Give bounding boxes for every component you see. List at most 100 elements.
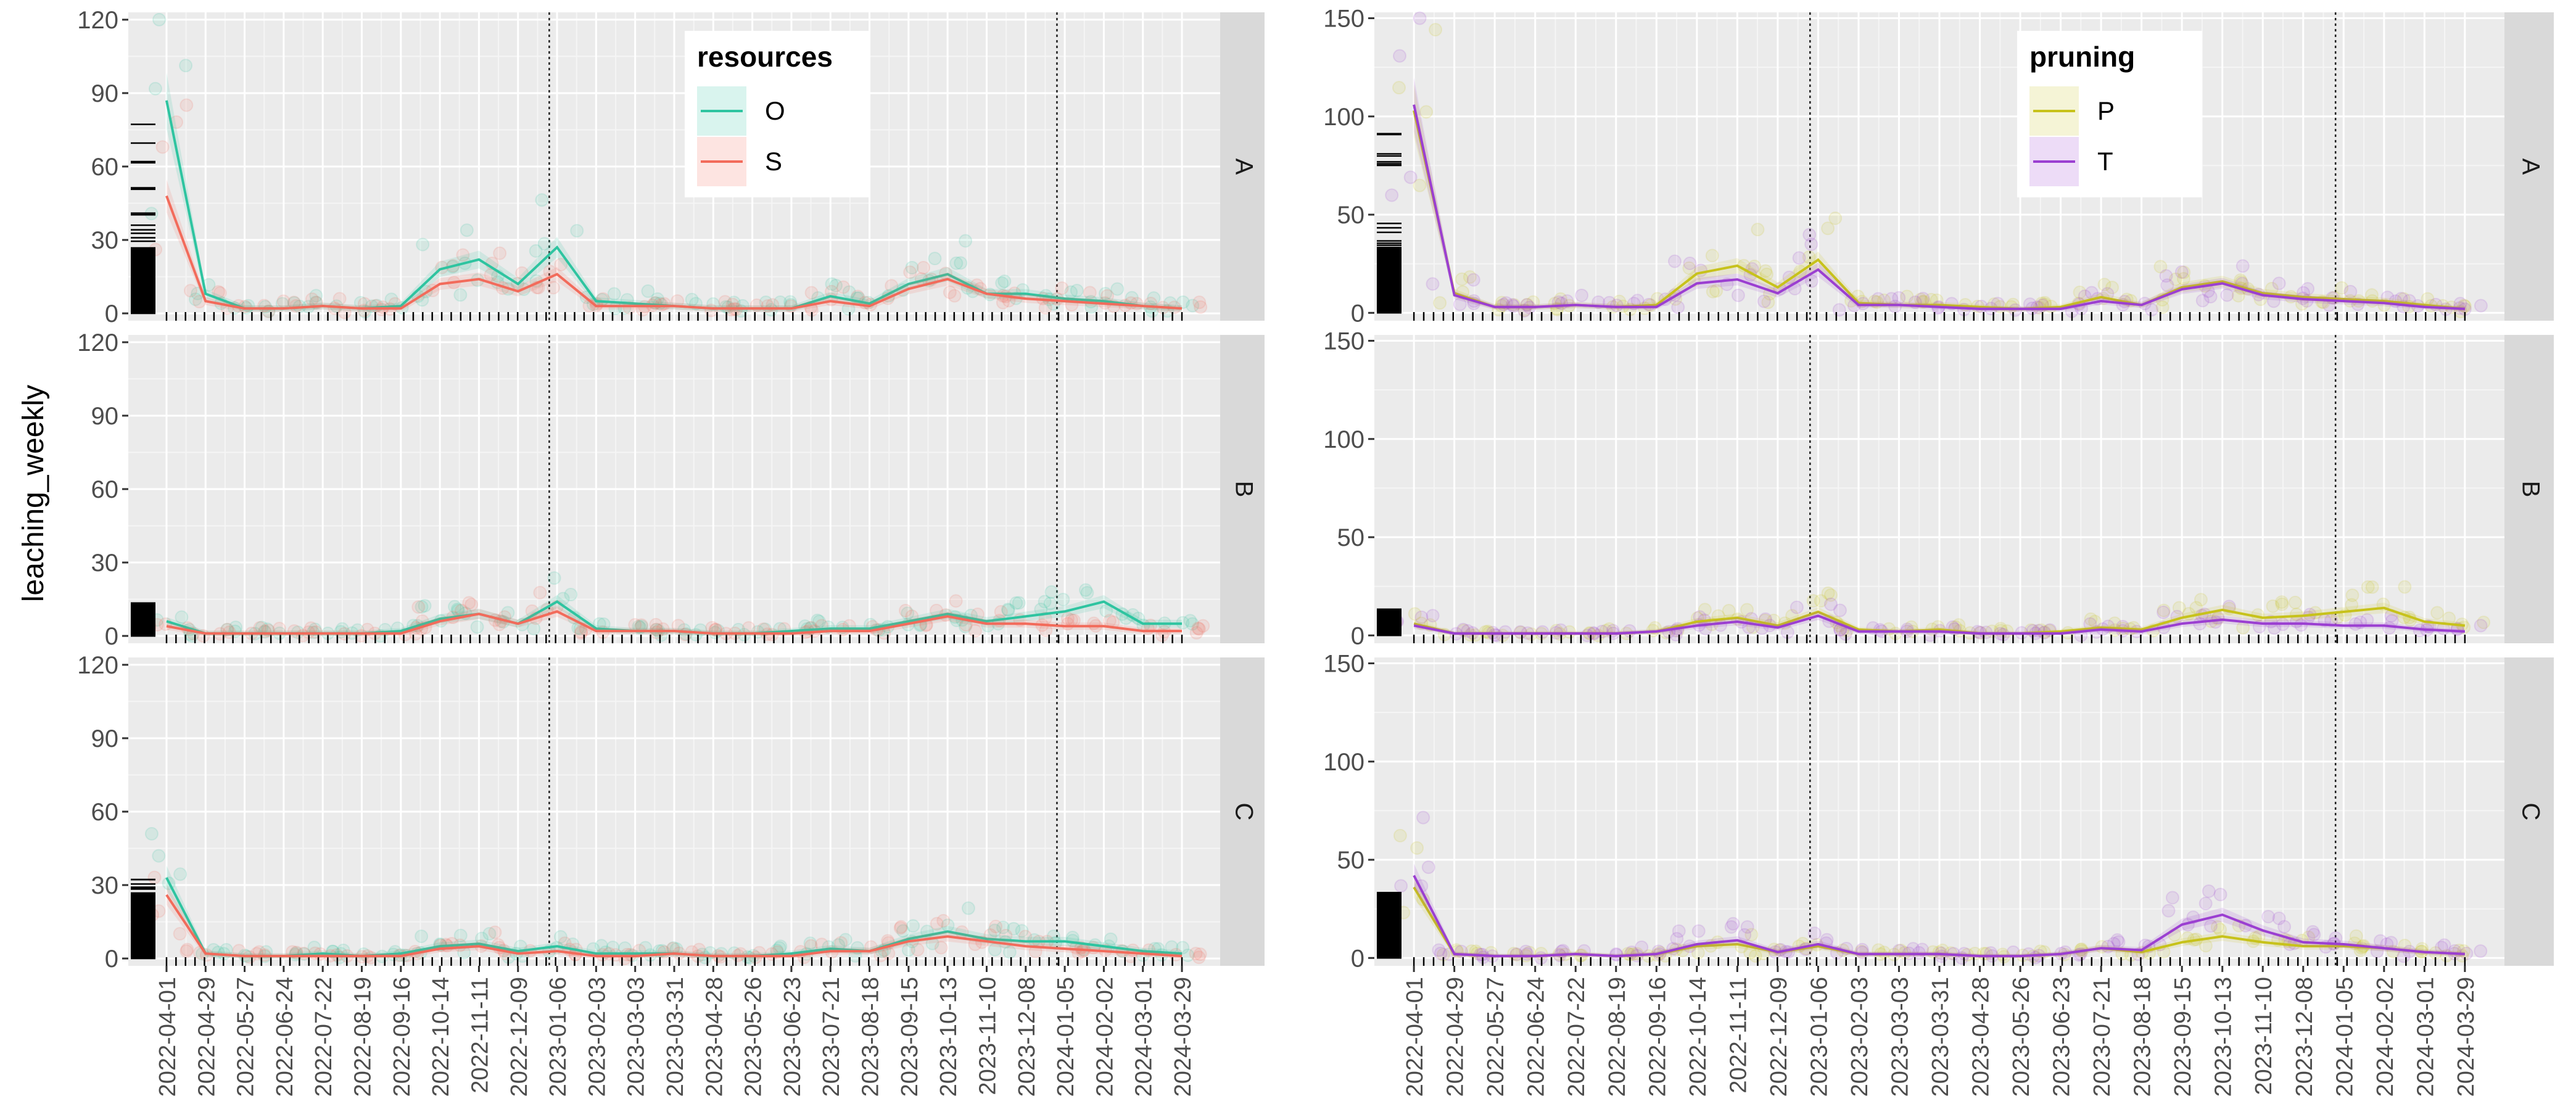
- legend-title: pruning: [2029, 41, 2135, 73]
- data-point-O: [175, 610, 189, 624]
- data-point-O: [537, 237, 551, 251]
- x-tick-label: 2024-02-02: [1092, 977, 1118, 1097]
- data-point-T: [2301, 282, 2315, 296]
- data-point-T: [1757, 294, 1771, 308]
- data-point-O: [1056, 593, 1070, 607]
- data-point-T: [2198, 896, 2213, 910]
- data-point-T: [1416, 810, 1430, 825]
- data-point-T: [1683, 257, 1697, 271]
- data-point-T: [1691, 924, 1706, 938]
- data-point-O: [1099, 287, 1113, 301]
- y-tick-label: 100: [1323, 749, 1364, 776]
- data-point-S: [989, 920, 1003, 934]
- data-point-S: [332, 292, 347, 306]
- x-tick-label: 2023-03-03: [624, 977, 650, 1097]
- data-point-P: [1759, 264, 1773, 278]
- data-point-P: [2266, 599, 2280, 613]
- data-point-T: [2203, 289, 2218, 303]
- data-point-P: [1495, 299, 1509, 313]
- data-point-T: [1466, 273, 1480, 287]
- facet-C-pruning: 0 50 100 150 C: [1323, 651, 2554, 972]
- data-point-S: [1189, 947, 1203, 961]
- data-point-P: [1751, 223, 1765, 237]
- data-point-P: [1463, 270, 1477, 284]
- y-tick-label: 0: [105, 945, 118, 973]
- data-point-T: [2159, 269, 2173, 283]
- y-tick-label: 120: [77, 329, 118, 356]
- data-point-P: [1495, 295, 1509, 310]
- data-point-O: [949, 256, 964, 270]
- data-point-T: [2272, 276, 2286, 290]
- data-point-S: [903, 265, 917, 279]
- data-point-P: [1698, 603, 1712, 617]
- x-tick-label: 2023-07-21: [2089, 977, 2115, 1097]
- data-point-O: [418, 599, 432, 613]
- data-point-T: [2267, 621, 2281, 635]
- y-tick-label: 50: [1337, 847, 1365, 874]
- y-tick-label: 60: [91, 154, 119, 181]
- data-point-O: [901, 943, 915, 957]
- data-point-S: [968, 624, 982, 638]
- data-point-O: [415, 929, 429, 944]
- data-point-T: [1805, 274, 1819, 288]
- data-point-P: [1408, 607, 1422, 621]
- data-point-S: [1193, 947, 1207, 962]
- x-tick-label: 2023-07-21: [819, 977, 844, 1097]
- data-point-S: [947, 289, 962, 303]
- data-point-T: [1426, 609, 1440, 623]
- data-point-T: [2161, 904, 2176, 918]
- data-point-P: [1806, 594, 1820, 608]
- data-point-O: [1012, 596, 1026, 610]
- rug-dense: [131, 892, 155, 959]
- data-point-O: [997, 274, 1012, 289]
- data-point-P: [1413, 178, 1427, 192]
- data-point-T: [1488, 628, 1502, 642]
- data-point-O: [144, 826, 159, 841]
- data-point-T: [1672, 924, 1686, 938]
- data-point-P: [2430, 606, 2445, 620]
- data-point-S: [180, 942, 194, 957]
- panel-column-2: 0 50 100 150 A 0 50 100 150 B 0 50 100 150 C 2022-04-01…: [1323, 6, 2554, 1097]
- data-point-O: [188, 292, 202, 307]
- x-tick-label: 2024-03-29: [1170, 977, 1196, 1097]
- x-tick-label: 2023-05-26: [741, 977, 767, 1097]
- data-point-S: [1192, 295, 1207, 310]
- facet-label: B: [2517, 481, 2544, 498]
- data-point-O: [1002, 945, 1017, 959]
- facet-strip: [2504, 335, 2554, 643]
- x-tick-label: 2022-11-11: [467, 977, 493, 1093]
- data-point-T: [2450, 622, 2464, 636]
- x-tick-label: 2023-03-31: [1928, 977, 1954, 1097]
- data-point-O: [996, 920, 1010, 934]
- facet-label: A: [2517, 159, 2544, 175]
- x-tick-label: 2023-03-31: [663, 977, 688, 1097]
- x-tick-label: 2024-02-02: [2372, 977, 2398, 1097]
- data-point-P: [1509, 948, 1524, 962]
- data-point-T: [1575, 288, 1589, 302]
- legend-label-P: P: [2097, 96, 2115, 125]
- data-point-P: [1563, 625, 1577, 639]
- x-tick-label: 2022-07-22: [311, 977, 337, 1097]
- data-point-S: [357, 297, 371, 311]
- data-point-P: [2155, 300, 2169, 315]
- data-point-P: [2210, 920, 2224, 934]
- data-point-S: [456, 248, 470, 262]
- data-point-O: [607, 287, 621, 301]
- x-tick-label: 2022-07-22: [1564, 977, 1590, 1097]
- data-point-T: [1833, 603, 1847, 617]
- data-point-O: [803, 936, 817, 950]
- data-point-P: [1748, 259, 1762, 273]
- data-point-O: [1099, 604, 1113, 618]
- data-point-S: [155, 140, 170, 154]
- data-point-P: [1419, 105, 1434, 119]
- data-point-O: [995, 276, 1009, 290]
- data-point-T: [1421, 860, 1435, 875]
- x-tick-label: 2022-06-24: [272, 977, 298, 1097]
- y-tick-label: 50: [1337, 524, 1365, 551]
- data-point-O: [811, 613, 825, 627]
- data-point-S: [894, 920, 908, 934]
- series-line-T: [1413, 104, 2465, 310]
- data-point-S: [183, 284, 197, 298]
- data-point-O: [774, 939, 788, 953]
- data-point-S: [493, 246, 507, 260]
